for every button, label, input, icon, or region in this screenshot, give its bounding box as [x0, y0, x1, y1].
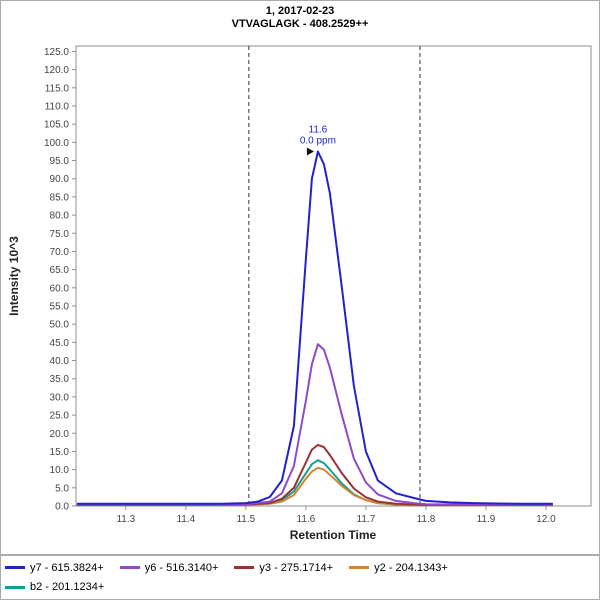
legend-swatch-b2 — [5, 585, 25, 589]
legend-swatch-y3 — [234, 566, 255, 570]
chart-svg[interactable]: 0.0 5.0 10.0 15.0 20.0 25.0 30.0 35.0 40.0 45.0 50… — [1, 1, 600, 556]
y-tick-label: 85.0 — [50, 192, 70, 203]
x-tick-label: 11.4 — [176, 514, 195, 525]
legend-label-b2: b2 - 201.1234+ — [30, 581, 105, 594]
y-tick-label: 70.0 — [50, 247, 70, 258]
series-line-y2 — [76, 466, 553, 506]
y-axis-label: Intensity 10^3 — [7, 236, 21, 316]
peak-ppm-label: 0.0 ppm — [300, 135, 336, 146]
chart-title-replicate: 1, 2017-02-23 — [265, 5, 335, 17]
legend-row-1: y7 - 615.3824+ y6 - 516.3140+ y3 - 275.171… — [5, 559, 595, 577]
x-tick-label: 11.7 — [357, 514, 376, 525]
y-tick-label: 105.0 — [44, 120, 69, 131]
y-tick-label: 0.0 — [55, 502, 69, 513]
y-tick-label: 15.0 — [50, 447, 70, 458]
series-line-y7 — [76, 150, 553, 505]
y-tick-label: 110.0 — [45, 102, 70, 113]
y-tick-label: 20.0 — [50, 429, 70, 440]
x-tick-label: 11.8 — [417, 514, 436, 525]
legend-label-y6: y6 - 516.3140+ — [144, 561, 219, 574]
y-tick-label: 95.0 — [50, 156, 70, 167]
y-tick-label: 45.0 — [50, 338, 70, 349]
legend-item-y7: y7 - 615.3824+ — [5, 562, 104, 574]
y-tick-label: 90.0 — [50, 174, 70, 185]
y-tick-label: 10.0 — [50, 465, 70, 476]
legend-row-2: b2 - 201.1234+ — [5, 579, 595, 597]
chart-title-peptide: VTVAGLAGK - 408.2529++ — [231, 18, 369, 30]
y-tick-label: 35.0 — [50, 374, 70, 385]
x-tick-label: 11.9 — [477, 514, 496, 525]
x-tick-label: 11.6 — [297, 514, 316, 525]
y-tick-label: 40.0 — [50, 356, 70, 367]
legend-item-y2: y2 - 204.1343+ — [349, 562, 448, 574]
legend-item-y3: y3 - 275.1714+ — [234, 562, 333, 574]
y-tick-label: 115.0 — [45, 83, 70, 94]
x-tick-label: 11.5 — [236, 514, 255, 525]
legend-item-y6: y6 - 516.3140+ — [119, 561, 219, 574]
y-tick-label: 25.0 — [50, 411, 70, 422]
legend-swatch-y6 — [119, 566, 140, 570]
y-tick-label: 30.0 — [50, 392, 70, 403]
legend-label-y2: y2 - 204.1343+ — [374, 561, 448, 574]
series-line-y3 — [76, 443, 553, 506]
y-tick-label: 65.0 — [50, 265, 70, 276]
peak-apex-marker — [306, 147, 314, 156]
y-tick-label: 100.0 — [44, 138, 69, 149]
y-tick-label: 75.0 — [50, 229, 70, 240]
y-tick-label: 60.0 — [50, 283, 70, 294]
y-tick-label: 125.0 — [44, 47, 69, 58]
plot-frame — [75, 45, 592, 507]
chart-area: 0.0 5.0 10.0 15.0 20.0 25.0 30.0 35.0 40.0 45.0 50… — [0, 0, 600, 555]
y-tick-label: 55.0 — [50, 302, 70, 313]
series-line-y6 — [76, 343, 553, 506]
legend-item-b2: b2 - 201.1234+ — [5, 581, 104, 593]
y-tick-label: 5.0 — [55, 483, 69, 494]
y-tick-label: 80.0 — [50, 211, 70, 222]
legend-swatch-y2 — [349, 566, 370, 570]
legend-swatch-y7 — [5, 566, 25, 570]
peak-rt-label: 11.6 — [309, 124, 328, 135]
legend-label-y3: y3 - 275.1714+ — [259, 561, 334, 574]
series-line-b2 — [76, 459, 553, 506]
x-tick-label: 12.0 — [536, 514, 556, 525]
legend: y7 - 615.3824+ y6 - 516.3140+ y3 - 275.171… — [0, 555, 600, 600]
y-tick-label: 120.0 — [44, 65, 69, 76]
y-tick-label: 50.0 — [50, 320, 70, 331]
x-axis-label: Retention Time — [289, 528, 377, 542]
legend-label-y7: y7 - 615.3824+ — [30, 561, 104, 574]
x-tick-label: 11.3 — [116, 514, 135, 525]
